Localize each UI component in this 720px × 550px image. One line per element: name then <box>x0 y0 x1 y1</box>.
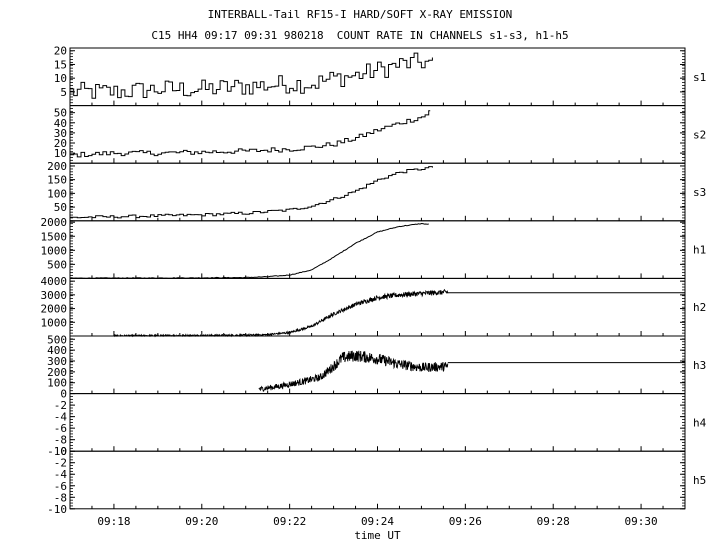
panel-frame-h5 <box>69 450 686 510</box>
ytick-label-s1: 10 <box>54 72 67 85</box>
ytick-label-h4: -2 <box>54 399 67 412</box>
panel-frame-h1 <box>69 220 686 279</box>
ytick-label-s2: 40 <box>54 117 67 130</box>
ytick-label-h1: 500 <box>47 258 67 271</box>
series-line-s1 <box>70 52 433 99</box>
xtick-label: 09:30 <box>625 515 658 528</box>
ytick-label-h1: 1000 <box>41 244 68 257</box>
ytick-label-s2: 30 <box>54 127 67 140</box>
ytick-label-s3: 200 <box>47 160 67 173</box>
panel-label-h2: h2 <box>693 301 706 314</box>
ytick-label-h2: 2000 <box>41 303 68 316</box>
ytick-label-h3: 100 <box>47 377 67 390</box>
xtick-label: 09:24 <box>361 515 394 528</box>
x-axis-title: time UT <box>354 529 401 542</box>
panel-frame-h3 <box>69 335 686 395</box>
series-line-h1 <box>69 222 429 279</box>
panel-label-h4: h4 <box>693 416 707 429</box>
ytick-label-h2: 3000 <box>41 289 68 302</box>
ytick-label-h4: -10 <box>47 445 67 458</box>
ytick-label-h5: -10 <box>47 503 67 516</box>
panel-label-h5: h5 <box>693 474 706 487</box>
ytick-label-h1: 2000 <box>41 216 68 229</box>
ytick-label-s1: 15 <box>54 58 67 71</box>
ytick-label-h3: 200 <box>47 366 67 379</box>
xtick-label: 09:26 <box>449 515 482 528</box>
ytick-label-h5: -8 <box>54 491 67 504</box>
ytick-label-h5: -6 <box>54 480 67 493</box>
ytick-label-h3: 400 <box>47 344 67 357</box>
xtick-label: 09:20 <box>185 515 218 528</box>
ytick-label-s2: 50 <box>54 107 67 120</box>
ytick-label-s3: 100 <box>47 187 67 200</box>
ytick-label-h4: -4 <box>54 411 68 424</box>
ytick-label-s1: 5 <box>60 86 67 99</box>
ytick-label-h3: 300 <box>47 355 67 368</box>
chart-subtitle: C15 HH4 09:17 09:31 980218 COUNT RATE IN… <box>151 29 569 42</box>
xtick-label: 09:28 <box>537 515 570 528</box>
ytick-label-s3: 150 <box>47 174 67 187</box>
panel-frame-s3 <box>69 162 686 222</box>
ytick-label-h1: 1500 <box>41 230 68 243</box>
xtick-label: 09:18 <box>97 515 130 528</box>
ytick-label-s1: 20 <box>54 45 67 58</box>
ytick-label-s2: 20 <box>54 137 67 150</box>
panel-frame-s2 <box>69 105 686 164</box>
ytick-label-h5: 0 <box>60 445 67 458</box>
panel-frame-h4 <box>69 393 686 452</box>
panel-label-s2: s2 <box>693 128 706 141</box>
series-line-s3 <box>70 166 433 219</box>
ytick-label-h4: -6 <box>54 422 67 435</box>
series-line-s2 <box>70 110 431 158</box>
ytick-label-h4: 0 <box>60 388 67 401</box>
panel-frame-s1 <box>69 47 686 107</box>
ytick-label-s3: 50 <box>54 201 67 214</box>
chart-title: INTERBALL-Tail RF15-I HARD/SOFT X-RAY EM… <box>207 8 513 21</box>
ytick-label-h2: 4000 <box>41 275 68 288</box>
panel-frame-h2 <box>69 277 686 337</box>
panel-label-s1: s1 <box>693 71 706 84</box>
ytick-label-s2: 10 <box>54 147 67 160</box>
ytick-label-h3: 500 <box>47 333 67 346</box>
ytick-label-h5: -2 <box>54 457 67 470</box>
panel-label-h3: h3 <box>693 359 706 372</box>
ytick-label-h2: 1000 <box>41 316 68 329</box>
ytick-label-h4: -8 <box>54 434 67 447</box>
series-line-h2 <box>113 288 449 338</box>
panel-label-h1: h1 <box>693 244 706 257</box>
panel-label-s3: s3 <box>693 186 706 199</box>
xtick-label: 09:22 <box>273 515 306 528</box>
series-line-h3 <box>258 350 449 392</box>
ytick-label-h5: -4 <box>54 468 68 481</box>
